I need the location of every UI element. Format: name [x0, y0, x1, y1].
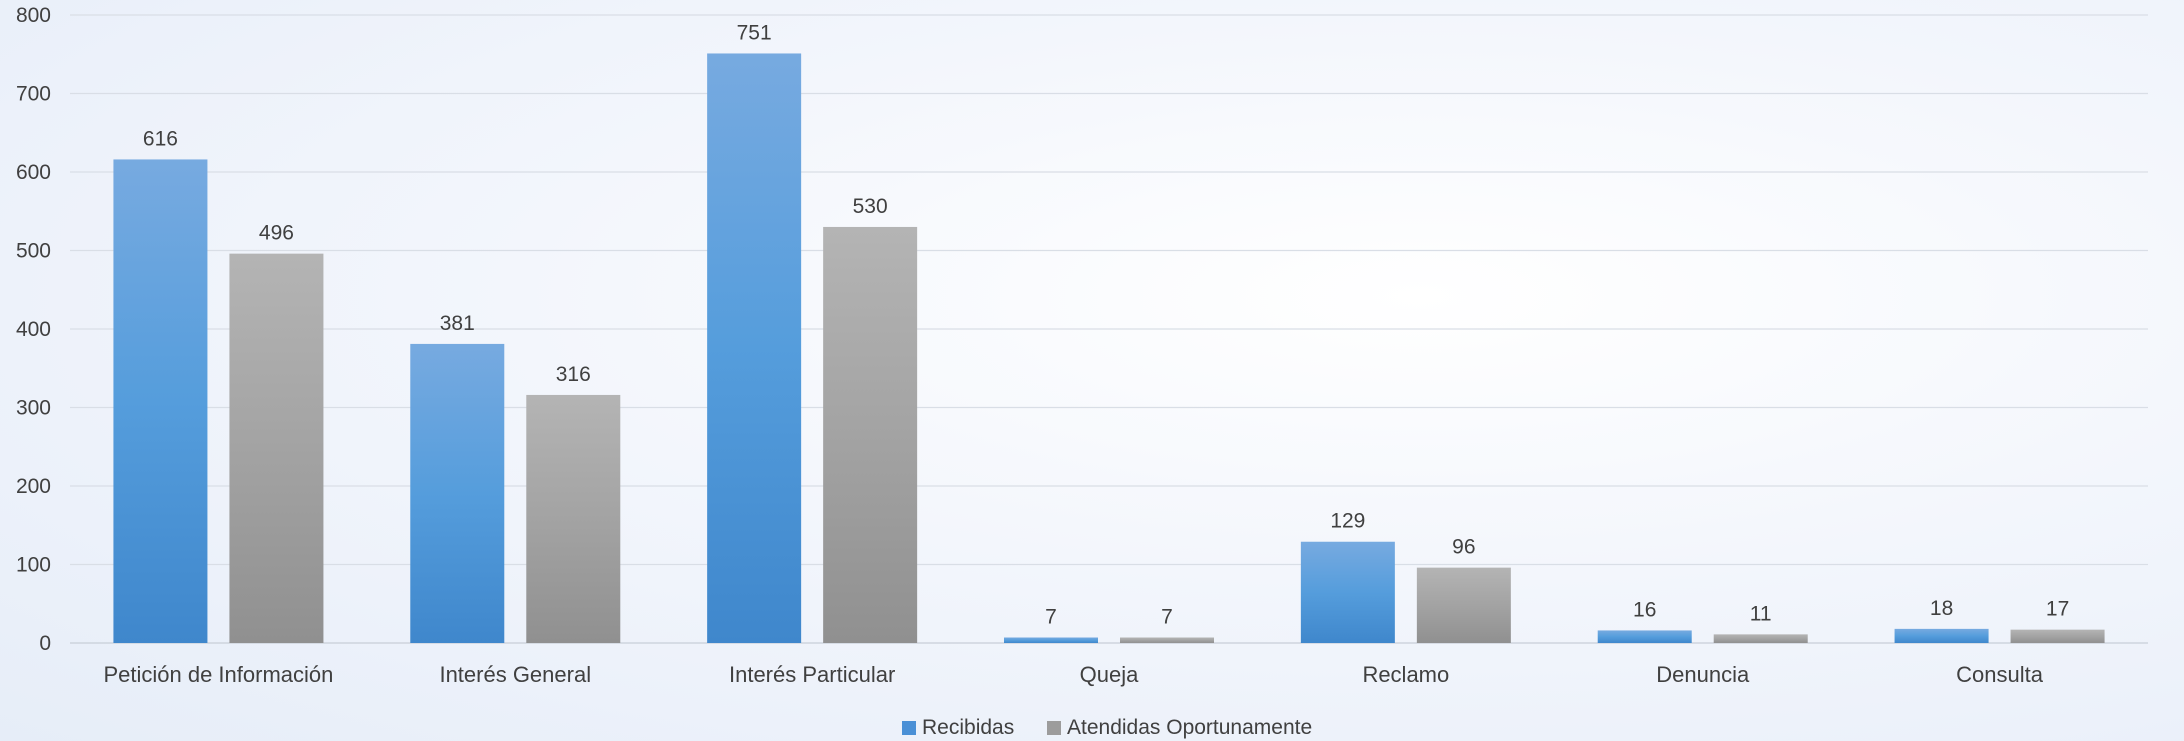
bar-atendidas: [2010, 629, 2105, 643]
y-tick-label: 300: [16, 397, 51, 420]
bar-atendidas: [1120, 637, 1214, 643]
x-category-label: Denuncia: [1656, 662, 1750, 687]
data-label: 16: [1633, 598, 1656, 621]
data-label: 616: [143, 127, 178, 150]
x-category-label: Interés Particular: [729, 662, 895, 687]
x-axis: Petición de Información Interés General In…: [103, 662, 2043, 687]
bar-recibidas: [1597, 630, 1692, 643]
data-label: 11: [1750, 602, 1772, 625]
y-tick-label: 600: [16, 161, 51, 184]
legend-label-recibidas: Recibidas: [922, 716, 1014, 739]
y-tick-label: 400: [16, 318, 51, 341]
data-label: 18: [1930, 597, 1953, 620]
bar-atendidas: [823, 226, 918, 643]
bar-recibidas: [1004, 637, 1098, 643]
y-tick-label: 800: [16, 4, 51, 27]
x-category-label: Queja: [1080, 662, 1139, 687]
data-labels: 616 496 381 316 751 530 7 7 129 96 16 11 18 17: [143, 21, 2069, 628]
data-label: 96: [1452, 536, 1475, 559]
data-label: 7: [1045, 606, 1057, 629]
bar-recibidas: [1300, 541, 1395, 643]
y-tick-label: 700: [16, 83, 51, 106]
legend: Recibidas Atendidas Oportunamente: [902, 716, 1312, 739]
data-label: 530: [853, 195, 888, 218]
bar-atendidas: [526, 394, 621, 643]
bar-atendidas: [229, 253, 324, 643]
bar-atendidas: [1713, 634, 1808, 643]
legend-swatch-recibidas: [902, 721, 916, 735]
data-label: 751: [737, 21, 772, 44]
x-category-label: Interés General: [439, 662, 591, 687]
bar-recibidas: [707, 53, 802, 643]
bar-recibidas: [1894, 628, 1989, 643]
gridlines: [70, 14, 2148, 644]
y-tick-label: 100: [16, 554, 51, 577]
data-label: 381: [440, 312, 475, 335]
data-label: 17: [2046, 598, 2069, 621]
x-category-label: Consulta: [1956, 662, 2044, 687]
bar-recibidas: [410, 343, 505, 643]
y-axis: 0 100 200 300 400 500 600 700 800: [16, 4, 51, 655]
y-tick-label: 200: [16, 475, 51, 498]
data-label: 129: [1330, 510, 1365, 533]
legend-swatch-atendidas: [1047, 721, 1061, 735]
data-label: 7: [1161, 606, 1173, 629]
y-tick-label: 500: [16, 240, 51, 263]
bars: [113, 53, 2105, 643]
y-tick-label: 0: [39, 632, 51, 655]
data-label: 496: [259, 222, 294, 245]
legend-label-atendidas: Atendidas Oportunamente: [1067, 716, 1312, 739]
x-category-label: Petición de Información: [103, 662, 333, 687]
bar-atendidas: [1416, 567, 1511, 643]
bar-recibidas: [113, 159, 208, 643]
x-category-label: Reclamo: [1362, 662, 1449, 687]
data-label: 316: [556, 363, 591, 386]
